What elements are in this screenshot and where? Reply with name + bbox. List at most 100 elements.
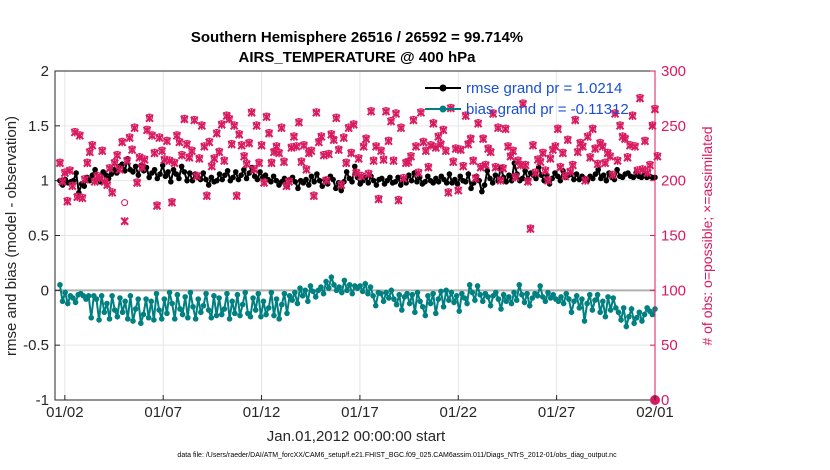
rmse-point	[533, 175, 539, 182]
obs-assimilated-marker	[349, 120, 358, 129]
obs-assimilated-marker	[185, 153, 194, 162]
bias-point	[302, 287, 309, 294]
bias-point	[610, 295, 617, 301]
bias-point	[98, 293, 105, 299]
rmse-point	[208, 174, 215, 181]
bias-point	[393, 301, 400, 308]
obs-assimilated-marker	[376, 146, 386, 156]
obs-assimilated-marker	[205, 138, 214, 147]
obs-assimilated-marker	[239, 152, 249, 161]
bias-point	[529, 295, 536, 301]
obs-assimilated-marker	[508, 146, 518, 156]
bias-point	[534, 293, 541, 299]
rmse-point	[454, 181, 461, 187]
bias-point	[88, 314, 95, 321]
obs-assimilated-marker	[638, 165, 647, 174]
obs-assimilated-marker	[162, 136, 172, 146]
bias-point	[498, 306, 504, 312]
bias-point	[297, 285, 303, 291]
obs-assimilated-marker	[411, 142, 421, 151]
bias-point	[117, 295, 123, 301]
obs-assimilated-marker	[439, 126, 448, 135]
obs-assimilated-marker	[436, 140, 446, 149]
bias-point	[132, 306, 139, 312]
bias-point	[101, 309, 108, 316]
bias-point	[156, 307, 162, 313]
bias-point	[432, 310, 439, 317]
bias-point	[312, 294, 319, 300]
rmse-point	[162, 173, 169, 180]
obs-assimilated-marker	[202, 191, 212, 201]
rmse-point	[492, 172, 499, 178]
rmse-point	[241, 166, 247, 173]
bias-point	[59, 298, 66, 305]
rmse-point	[132, 163, 139, 170]
rmse-point	[592, 171, 599, 177]
obs-assimilated-marker	[187, 146, 197, 156]
bias-point	[85, 293, 92, 299]
bias-point	[605, 294, 611, 300]
bias-point	[628, 306, 635, 312]
bias-point	[265, 305, 272, 311]
x-tick-label: 01/22	[440, 404, 478, 421]
bias-point	[305, 298, 311, 305]
bias-point	[221, 306, 228, 312]
obs-assimilated-marker	[279, 157, 289, 167]
y-right-tick-label: 250	[661, 118, 686, 135]
bias-point	[164, 310, 170, 317]
bias-point	[195, 296, 202, 302]
rmse-point	[479, 188, 485, 195]
rmse-point	[333, 185, 339, 192]
obs-assimilated-marker	[312, 108, 321, 117]
bias-point	[325, 285, 332, 291]
bias-point	[338, 289, 345, 296]
rmse-point	[81, 183, 88, 189]
y-right-tick-label: 150	[661, 228, 686, 245]
obs-assimilated-marker	[70, 128, 80, 137]
obs-assimilated-marker	[342, 158, 351, 168]
rmse-point	[614, 166, 620, 173]
rmse-point	[573, 171, 580, 177]
obs-assimilated-marker	[277, 123, 286, 133]
bias-point	[406, 300, 413, 307]
bias-point	[581, 318, 588, 324]
rmse-point	[435, 178, 442, 185]
obs-assimilated-marker	[501, 124, 510, 134]
obs-assimilated-marker	[257, 141, 266, 150]
bias-point	[620, 305, 627, 311]
rmse-point	[181, 169, 188, 175]
y-right-tick-label: 50	[661, 337, 678, 354]
rmse-point	[270, 173, 277, 180]
obs-assimilated-marker	[486, 147, 495, 157]
obs-assimilated-marker	[254, 158, 264, 168]
bias-point	[359, 288, 366, 295]
y-tick-label: -1	[36, 392, 49, 409]
obs-assimilated-marker	[623, 153, 632, 162]
rmse-point	[238, 172, 244, 178]
obs-assimilated-marker	[215, 147, 224, 157]
bias-point	[550, 291, 557, 298]
obs-assimilated-marker	[125, 133, 134, 143]
obs-assimilated-marker	[389, 156, 398, 166]
obs-assimilated-marker	[394, 196, 403, 205]
obs-assimilated-marker	[294, 118, 304, 127]
obs-assimilated-marker	[132, 178, 142, 188]
left-ticks: -1 -0.5 0 0.5 1 1.5 2	[23, 63, 60, 409]
obs-assimilated-marker	[274, 149, 284, 158]
obs-assimilated-marker	[147, 131, 157, 140]
rmse-point	[200, 170, 207, 176]
obs-assimilated-marker	[284, 177, 294, 186]
obs-assimilated-marker	[150, 149, 159, 158]
y-tick-label: 0	[41, 282, 49, 299]
rmse-point	[292, 178, 299, 185]
bias-point	[446, 297, 452, 304]
bias-point	[328, 274, 335, 280]
obs-assimilated-marker	[531, 168, 540, 178]
bias-point	[451, 299, 457, 306]
obs-assimilated-marker	[267, 158, 276, 168]
rmse-point	[295, 185, 301, 192]
x-tick-label: 01/07	[144, 404, 182, 421]
obs-group	[55, 93, 662, 405]
bias-point	[438, 288, 444, 295]
bias-point	[200, 302, 207, 309]
